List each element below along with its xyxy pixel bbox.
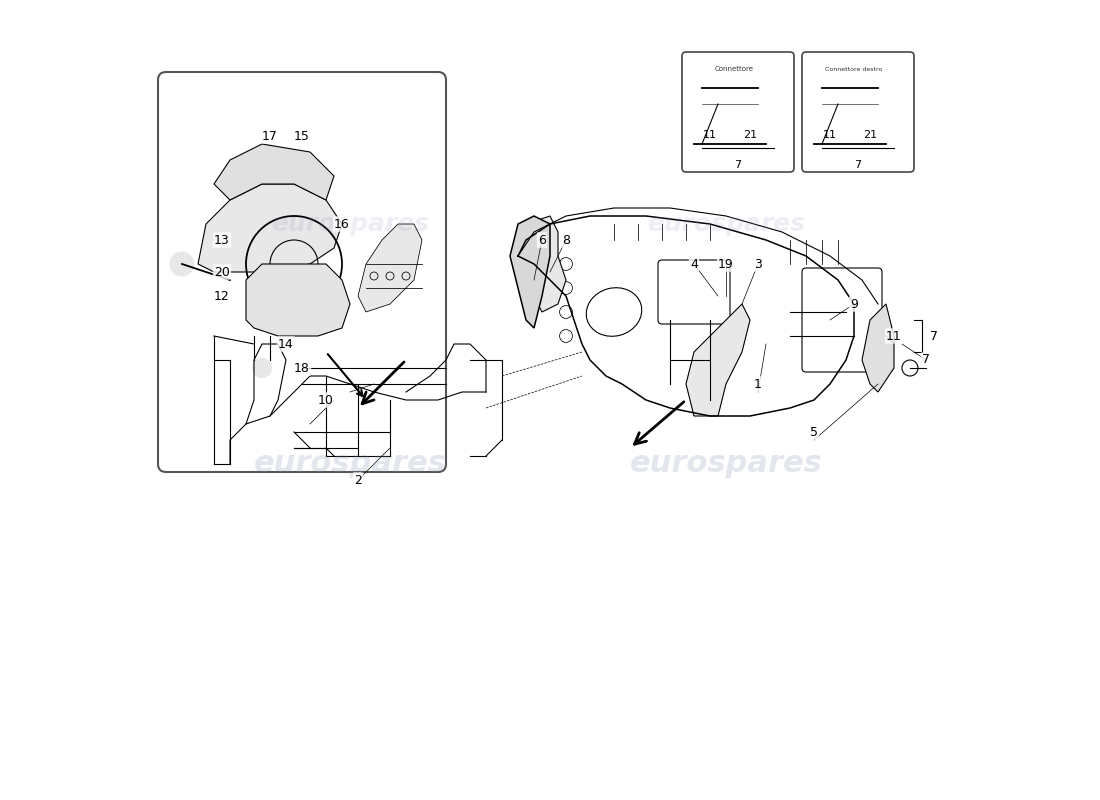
Circle shape bbox=[252, 358, 272, 378]
FancyBboxPatch shape bbox=[287, 443, 337, 462]
FancyBboxPatch shape bbox=[682, 52, 794, 172]
Text: 19: 19 bbox=[718, 258, 734, 270]
Text: 1: 1 bbox=[755, 378, 762, 390]
Polygon shape bbox=[862, 304, 894, 392]
Text: Connettore destro: Connettore destro bbox=[825, 67, 882, 72]
Text: eurospares: eurospares bbox=[271, 212, 429, 236]
Text: 7: 7 bbox=[735, 160, 741, 170]
Text: 6: 6 bbox=[538, 234, 546, 246]
Text: 10: 10 bbox=[318, 394, 334, 406]
Text: 13: 13 bbox=[214, 234, 230, 246]
Text: 18: 18 bbox=[294, 362, 310, 374]
Text: 21: 21 bbox=[862, 130, 877, 140]
Text: 11: 11 bbox=[703, 130, 717, 140]
Polygon shape bbox=[686, 304, 750, 416]
Polygon shape bbox=[518, 216, 567, 312]
Text: 7: 7 bbox=[930, 330, 938, 342]
FancyBboxPatch shape bbox=[158, 72, 446, 472]
Text: 15: 15 bbox=[294, 130, 310, 142]
Text: 17: 17 bbox=[262, 130, 278, 142]
Polygon shape bbox=[510, 216, 550, 328]
Text: 5: 5 bbox=[810, 426, 818, 438]
Text: 21: 21 bbox=[742, 130, 757, 140]
Text: 12: 12 bbox=[214, 290, 230, 302]
FancyBboxPatch shape bbox=[802, 52, 914, 172]
Circle shape bbox=[170, 252, 194, 276]
Text: 16: 16 bbox=[334, 218, 350, 230]
Text: eurospares: eurospares bbox=[254, 450, 447, 478]
FancyBboxPatch shape bbox=[802, 268, 882, 372]
Text: eurospares: eurospares bbox=[629, 450, 823, 478]
Text: 2: 2 bbox=[354, 474, 362, 486]
Text: 8: 8 bbox=[562, 234, 570, 246]
Text: 20: 20 bbox=[214, 266, 230, 278]
Text: 7: 7 bbox=[855, 160, 861, 170]
Text: 9: 9 bbox=[850, 298, 858, 310]
Text: 7: 7 bbox=[922, 354, 930, 366]
Text: 3: 3 bbox=[755, 258, 762, 270]
Polygon shape bbox=[358, 224, 422, 312]
Polygon shape bbox=[246, 264, 350, 336]
Text: 11: 11 bbox=[823, 130, 837, 140]
Text: eurospares: eurospares bbox=[647, 212, 805, 236]
Text: 14: 14 bbox=[278, 338, 294, 350]
Text: 4: 4 bbox=[690, 258, 697, 270]
FancyBboxPatch shape bbox=[658, 260, 730, 324]
Text: 11: 11 bbox=[887, 330, 902, 342]
Polygon shape bbox=[214, 144, 334, 200]
Text: Connettore: Connettore bbox=[715, 66, 754, 72]
Polygon shape bbox=[198, 184, 342, 272]
